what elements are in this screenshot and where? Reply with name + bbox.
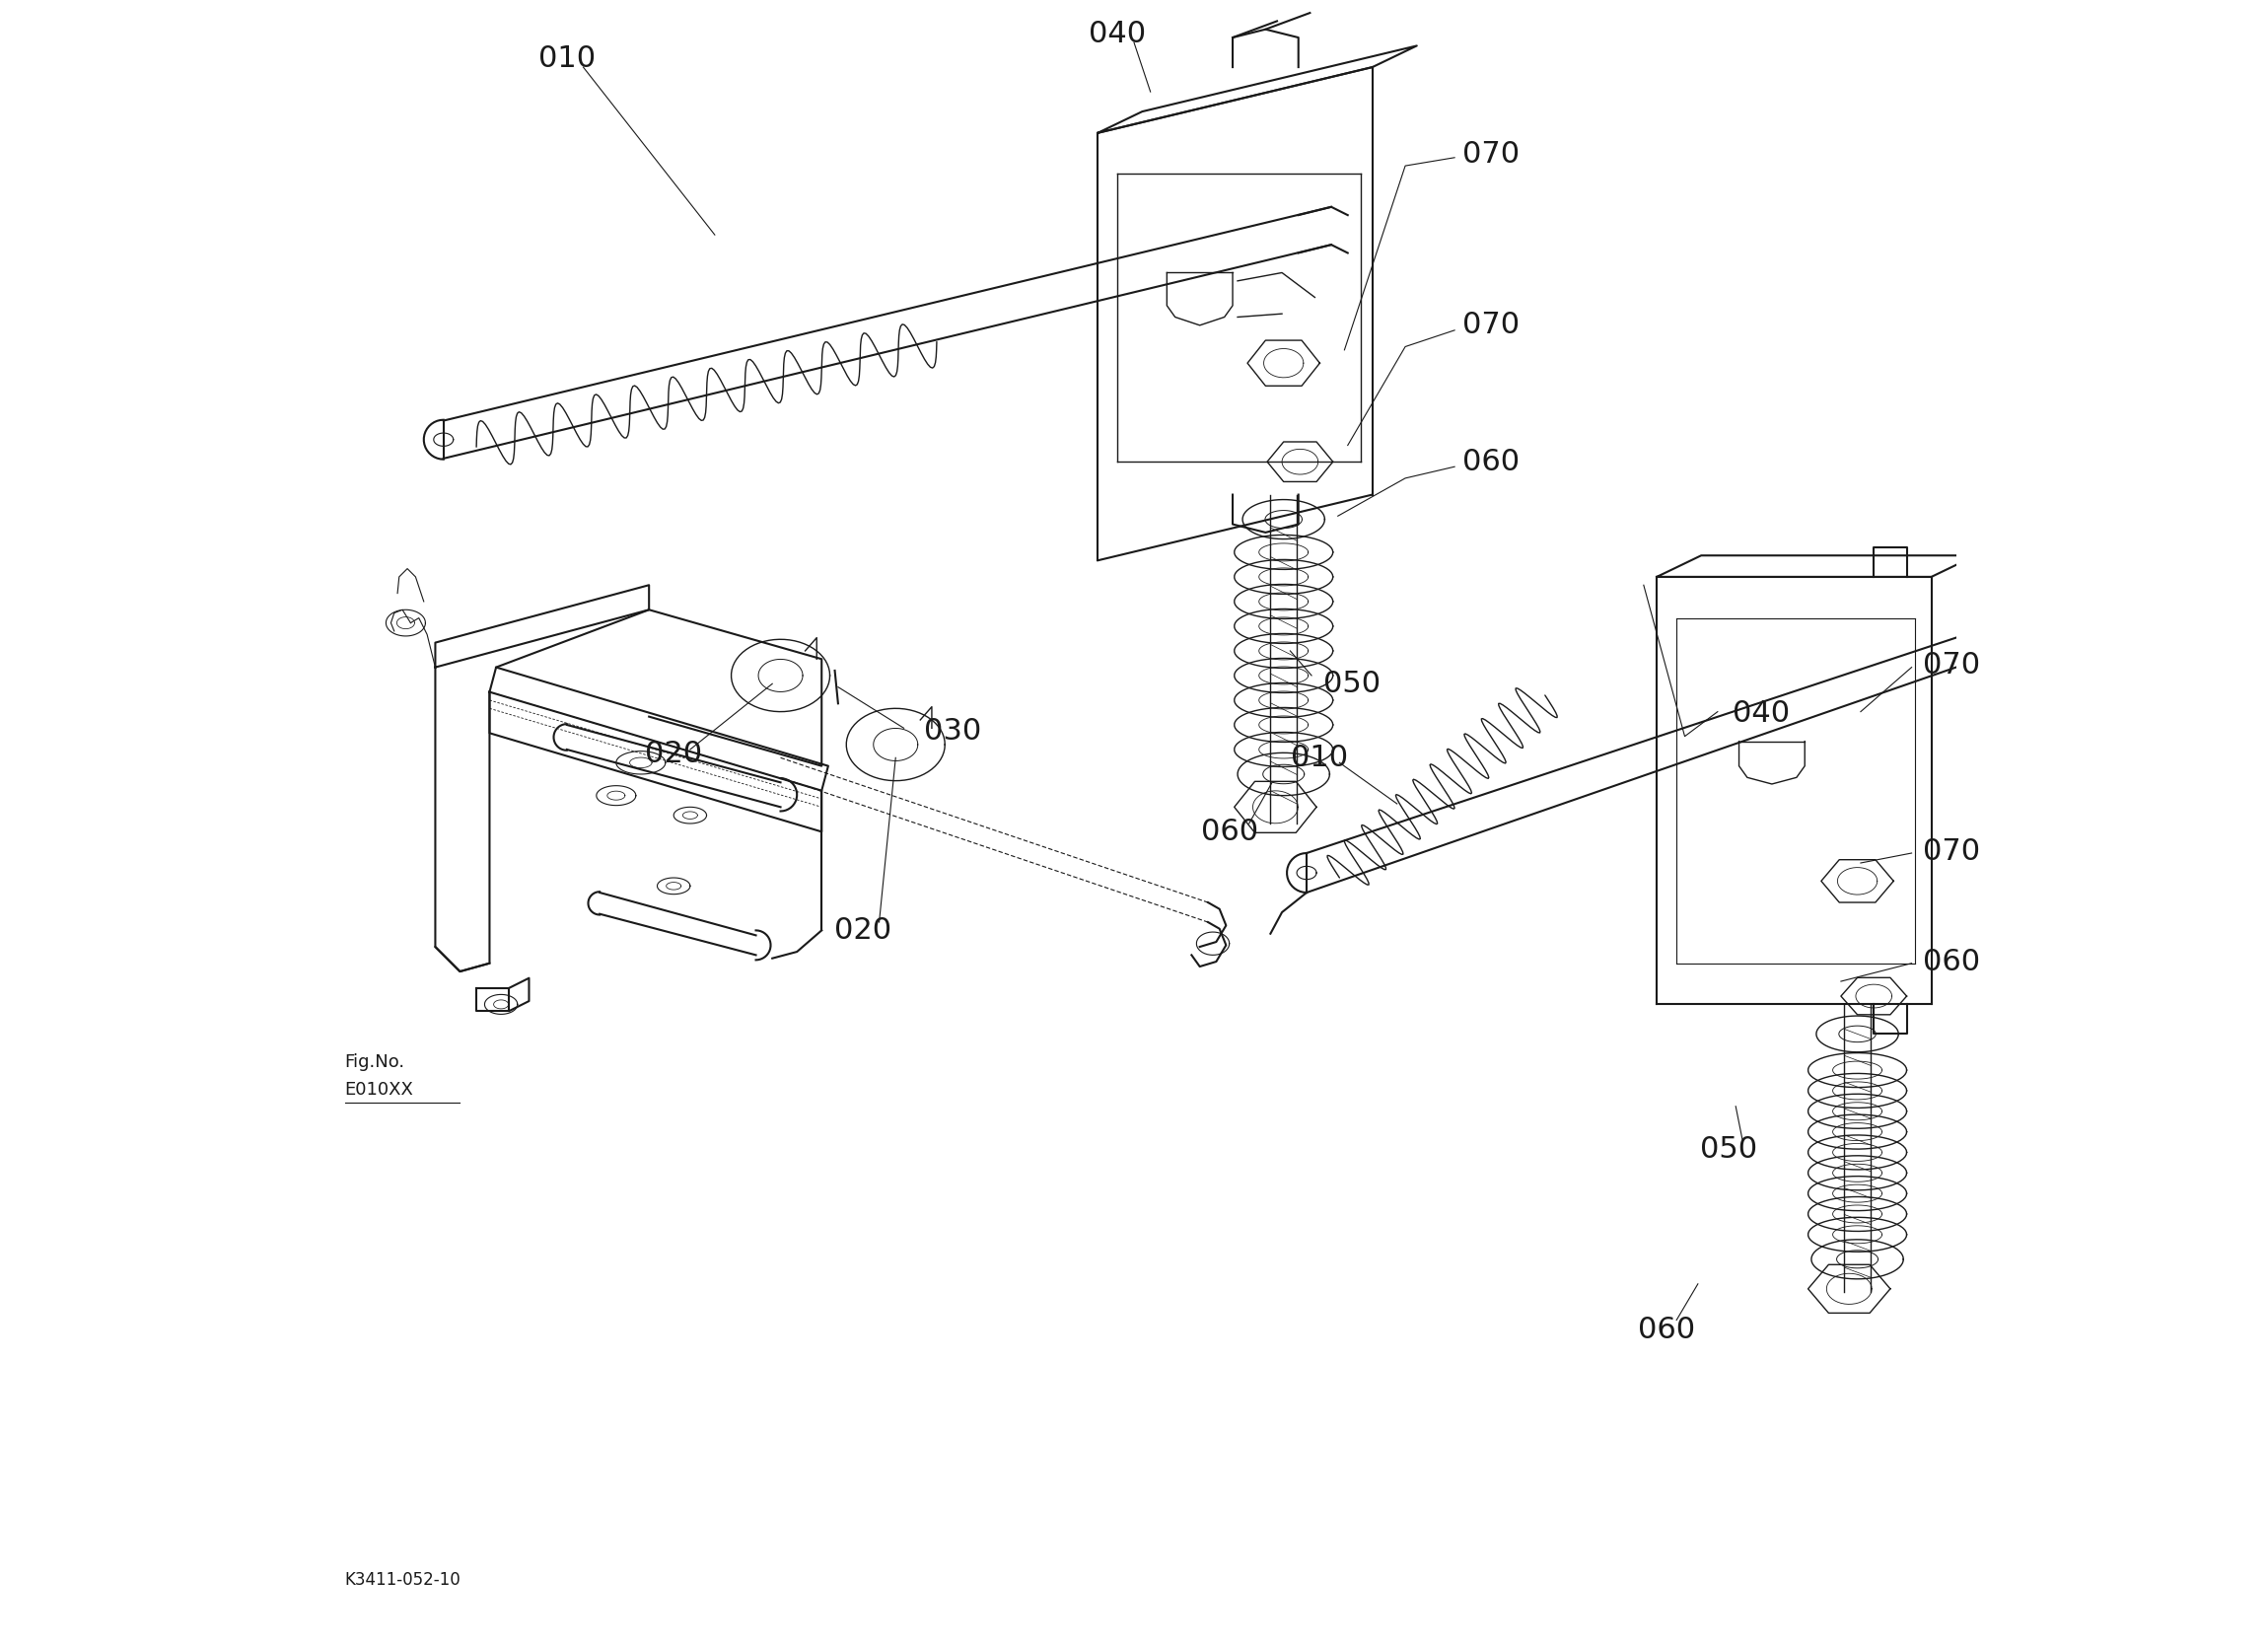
Text: 070: 070 xyxy=(1923,837,1980,866)
Text: 040: 040 xyxy=(1089,20,1145,48)
Text: K3411-052-10: K3411-052-10 xyxy=(345,1571,460,1589)
Text: 050: 050 xyxy=(1701,1135,1758,1163)
Text: 020: 020 xyxy=(644,740,703,769)
Text: 010: 010 xyxy=(538,44,596,72)
Text: Fig.No.: Fig.No. xyxy=(345,1052,406,1071)
Text: 060: 060 xyxy=(1637,1316,1694,1344)
Text: E010XX: E010XX xyxy=(345,1080,413,1099)
Text: 070: 070 xyxy=(1923,651,1980,680)
Text: 040: 040 xyxy=(1733,698,1789,728)
Text: 060: 060 xyxy=(1200,817,1259,847)
Text: 010: 010 xyxy=(1290,743,1349,772)
Text: 030: 030 xyxy=(923,716,982,746)
Text: 060: 060 xyxy=(1923,947,1980,977)
Text: 070: 070 xyxy=(1463,311,1520,339)
Text: 020: 020 xyxy=(835,916,891,945)
Text: 050: 050 xyxy=(1322,669,1381,698)
Text: 070: 070 xyxy=(1463,140,1520,168)
Text: 060: 060 xyxy=(1463,448,1520,476)
